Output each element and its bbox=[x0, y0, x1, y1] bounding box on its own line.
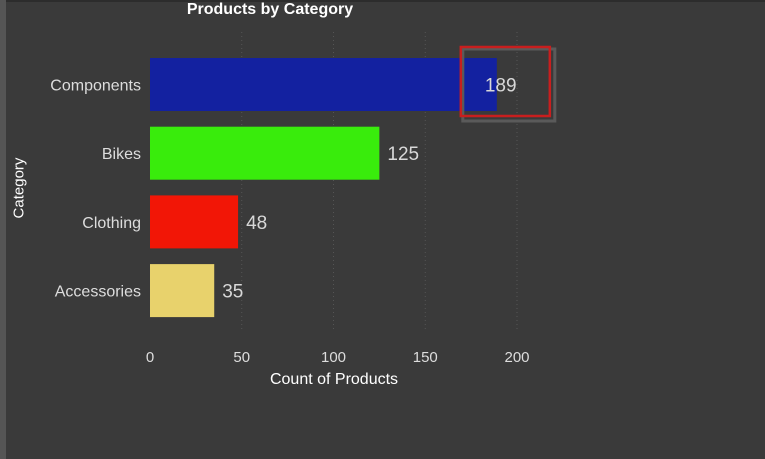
data-label: 125 bbox=[387, 144, 419, 165]
bar bbox=[150, 195, 239, 249]
x-tick-label: 200 bbox=[504, 349, 529, 366]
data-label: 35 bbox=[222, 282, 243, 303]
x-tick-label: 50 bbox=[233, 349, 250, 366]
bar bbox=[150, 126, 380, 180]
data-label: 48 bbox=[246, 213, 267, 234]
category-label: Components bbox=[50, 78, 141, 95]
data-label: 189 bbox=[485, 76, 517, 97]
highlight-box-shadow bbox=[461, 47, 557, 123]
x-tick-label: 0 bbox=[146, 349, 154, 366]
chart-title: Products by Category bbox=[186, 1, 354, 18]
category-label: Bikes bbox=[102, 146, 141, 163]
category-label: Accessories bbox=[55, 284, 141, 301]
x-axis-title: Count of Products bbox=[269, 371, 399, 388]
x-tick-label: 100 bbox=[321, 349, 346, 366]
window-edge bbox=[0, 0, 6, 459]
x-tick-label: 150 bbox=[413, 349, 438, 366]
category-label: Clothing bbox=[82, 215, 141, 232]
bar bbox=[150, 58, 497, 111]
window-top-edge bbox=[6, 0, 765, 2]
bar bbox=[150, 264, 215, 318]
highlight-box bbox=[459, 45, 552, 118]
